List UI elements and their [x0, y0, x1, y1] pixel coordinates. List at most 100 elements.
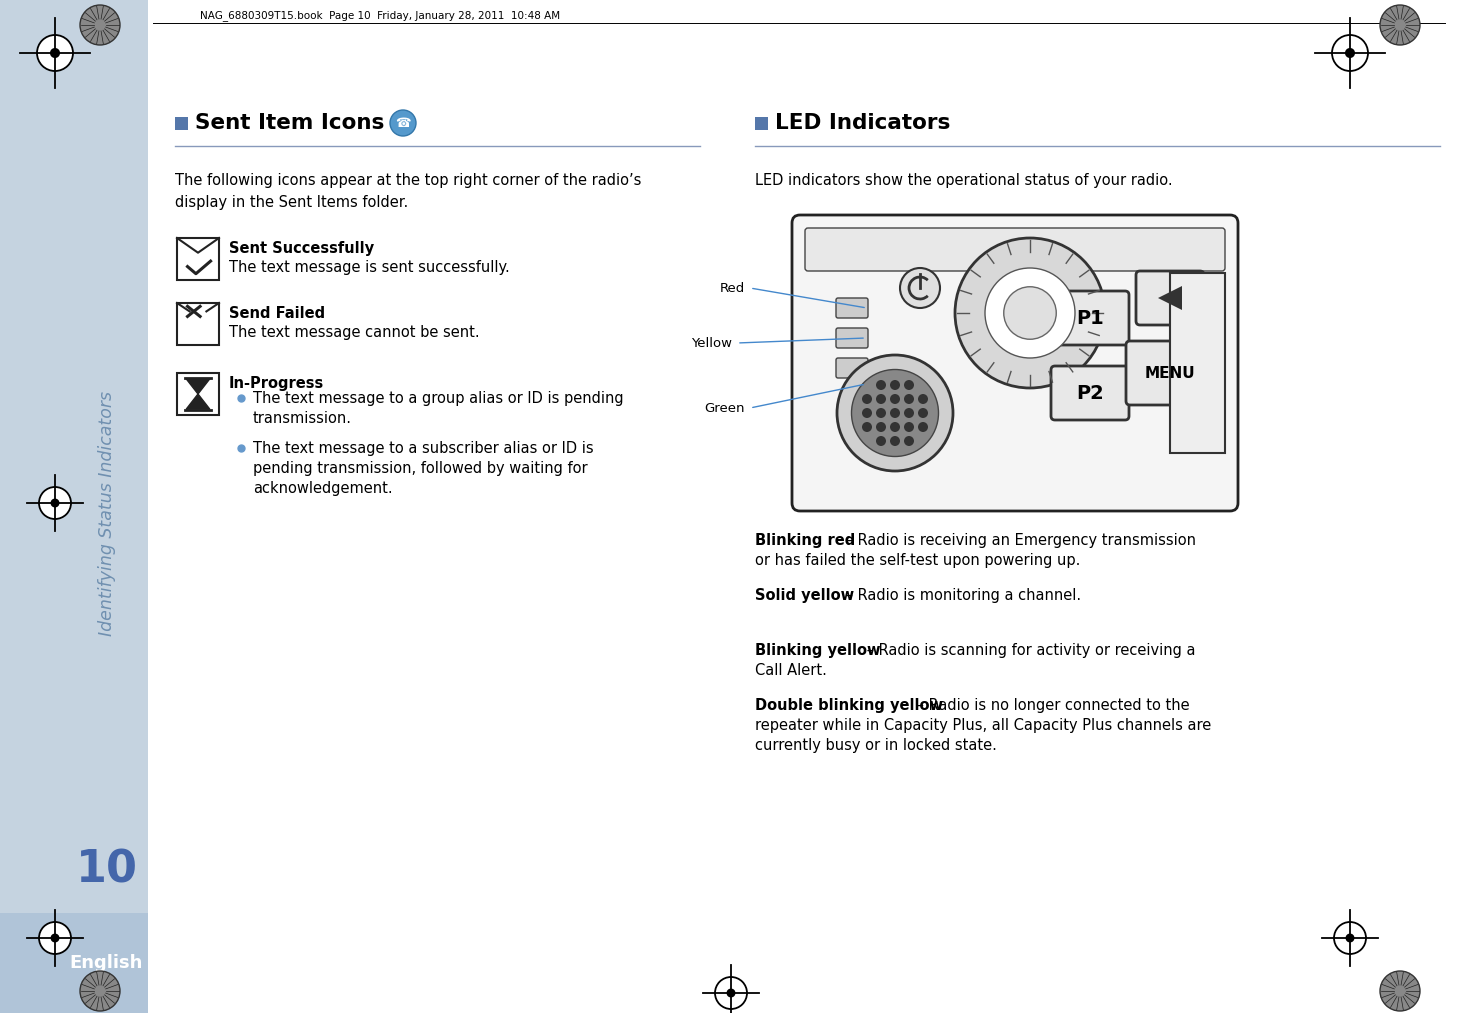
Bar	[0, 913, 148, 1013]
Bar	[754, 116, 768, 130]
Circle shape	[863, 394, 871, 404]
Circle shape	[876, 408, 886, 418]
Circle shape	[80, 971, 120, 1011]
Circle shape	[51, 498, 60, 508]
Circle shape	[904, 408, 914, 418]
Text: The text message to a group alias or ID is pending: The text message to a group alias or ID …	[253, 390, 624, 405]
FancyBboxPatch shape	[836, 298, 868, 318]
Bar	[177, 373, 219, 415]
Circle shape	[890, 408, 901, 418]
Circle shape	[1004, 287, 1056, 339]
Text: MENU: MENU	[1145, 366, 1196, 381]
Circle shape	[918, 408, 928, 418]
Bar	[0, 0, 148, 1013]
FancyBboxPatch shape	[806, 228, 1225, 271]
Text: transmission.: transmission.	[253, 410, 352, 425]
Text: – Radio is scanning for activity or receiving a: – Radio is scanning for activity or rece…	[863, 643, 1196, 658]
Text: The text message cannot be sent.: The text message cannot be sent.	[230, 325, 480, 340]
Text: P1: P1	[1076, 309, 1104, 327]
Circle shape	[1380, 5, 1420, 45]
Text: In-Progress: In-Progress	[230, 376, 325, 391]
Text: currently busy or in locked state.: currently busy or in locked state.	[754, 738, 997, 753]
Circle shape	[851, 370, 939, 457]
Circle shape	[876, 436, 886, 446]
FancyBboxPatch shape	[1126, 341, 1213, 405]
FancyBboxPatch shape	[1051, 366, 1129, 420]
FancyBboxPatch shape	[1051, 291, 1129, 345]
Text: Green: Green	[705, 401, 746, 414]
Circle shape	[863, 408, 871, 418]
Text: Sent Item Icons: Sent Item Icons	[194, 113, 385, 133]
Circle shape	[904, 422, 914, 432]
Bar	[1170, 272, 1225, 453]
Circle shape	[890, 422, 901, 432]
Circle shape	[37, 35, 73, 71]
Circle shape	[1333, 922, 1366, 954]
Text: LED Indicators: LED Indicators	[775, 113, 950, 133]
Circle shape	[1380, 971, 1420, 1011]
Circle shape	[390, 110, 417, 136]
Text: Blinking yellow: Blinking yellow	[754, 643, 880, 658]
Text: Send Failed: Send Failed	[230, 306, 325, 321]
Circle shape	[955, 238, 1105, 388]
Circle shape	[727, 989, 735, 998]
Polygon shape	[186, 379, 209, 394]
FancyBboxPatch shape	[836, 358, 868, 378]
Text: Call Alert.: Call Alert.	[754, 663, 827, 678]
Circle shape	[39, 487, 72, 519]
Circle shape	[50, 48, 60, 58]
Circle shape	[890, 394, 901, 404]
Circle shape	[863, 422, 871, 432]
Text: – Radio is monitoring a channel.: – Radio is monitoring a channel.	[841, 588, 1080, 603]
Text: – Radio is receiving an Emergency transmission: – Radio is receiving an Emergency transm…	[841, 533, 1196, 548]
Circle shape	[838, 355, 953, 471]
Bar	[177, 238, 219, 280]
Text: ☎: ☎	[395, 116, 411, 130]
Text: or has failed the self-test upon powering up.: or has failed the self-test upon powerin…	[754, 553, 1080, 568]
FancyBboxPatch shape	[792, 215, 1238, 511]
Circle shape	[876, 422, 886, 432]
Circle shape	[876, 380, 886, 390]
Circle shape	[985, 268, 1075, 358]
Text: NAG_6880309T15.book  Page 10  Friday, January 28, 2011  10:48 AM: NAG_6880309T15.book Page 10 Friday, Janu…	[200, 10, 560, 21]
Text: pending transmission, followed by waiting for: pending transmission, followed by waitin…	[253, 461, 588, 475]
Text: acknowledgement.: acknowledgement.	[253, 480, 393, 495]
Text: Identifying Status Indicators: Identifying Status Indicators	[98, 390, 115, 635]
Text: display in the Sent Items folder.: display in the Sent Items folder.	[175, 194, 408, 210]
Circle shape	[876, 394, 886, 404]
Text: The following icons appear at the top right corner of the radio’s: The following icons appear at the top ri…	[175, 173, 642, 188]
Circle shape	[901, 268, 940, 308]
Circle shape	[1332, 35, 1368, 71]
Circle shape	[715, 977, 747, 1009]
Text: Yellow: Yellow	[692, 336, 732, 349]
Circle shape	[918, 422, 928, 432]
Circle shape	[1345, 934, 1354, 942]
Circle shape	[904, 436, 914, 446]
Text: English: English	[70, 954, 143, 972]
Circle shape	[890, 436, 901, 446]
Text: Sent Successfully: Sent Successfully	[230, 241, 374, 256]
Polygon shape	[1158, 286, 1181, 310]
Text: P2: P2	[1076, 384, 1104, 402]
Text: Double blinking yellow: Double blinking yellow	[754, 698, 943, 713]
Circle shape	[80, 5, 120, 45]
Polygon shape	[186, 394, 209, 409]
Text: Red: Red	[719, 282, 746, 295]
FancyBboxPatch shape	[1136, 271, 1205, 325]
Circle shape	[904, 380, 914, 390]
Text: Solid yellow: Solid yellow	[754, 588, 854, 603]
Circle shape	[904, 394, 914, 404]
Circle shape	[918, 394, 928, 404]
Circle shape	[1345, 48, 1355, 58]
Text: – Radio is no longer connected to the: – Radio is no longer connected to the	[912, 698, 1190, 713]
Bar	[177, 303, 219, 345]
Text: repeater while in Capacity Plus, all Capacity Plus channels are: repeater while in Capacity Plus, all Cap…	[754, 718, 1211, 733]
Circle shape	[51, 934, 60, 942]
Text: LED indicators show the operational status of your radio.: LED indicators show the operational stat…	[754, 173, 1173, 188]
Bar	[175, 116, 189, 130]
Text: The text message is sent successfully.: The text message is sent successfully.	[230, 260, 510, 275]
Text: Blinking red: Blinking red	[754, 533, 855, 548]
Circle shape	[890, 380, 901, 390]
FancyBboxPatch shape	[836, 328, 868, 348]
Circle shape	[39, 922, 72, 954]
